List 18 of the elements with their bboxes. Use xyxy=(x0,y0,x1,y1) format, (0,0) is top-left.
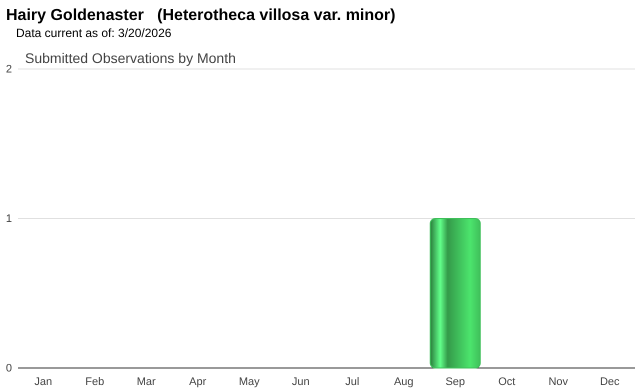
x-tick-label: Oct xyxy=(498,376,516,388)
chart-subtitle: Data current as of: 3/20/2026 xyxy=(16,26,172,40)
chart-title: Hairy Goldenaster (Heterotheca villosa var. minor) xyxy=(6,7,396,24)
x-tick-label: May xyxy=(238,376,260,388)
y-tick-label: 1 xyxy=(6,213,12,226)
x-tick-label: Jul xyxy=(345,376,360,388)
x-tick-label: Jan xyxy=(34,376,52,388)
x-tick-label: Feb xyxy=(85,376,104,388)
x-tick-label: Sep xyxy=(445,376,466,388)
x-tick-label: Jun xyxy=(292,376,310,388)
x-tick-label: Nov xyxy=(548,376,569,388)
text: Submitted Observations by Month xyxy=(25,50,236,66)
y-tick-label: 0 xyxy=(6,362,12,375)
x-tick-label: Apr xyxy=(189,376,207,388)
x-tick-label: Dec xyxy=(600,376,620,388)
y-tick-label: 2 xyxy=(6,64,12,76)
x-tick-label: Mar xyxy=(136,376,156,388)
x-tick-label: Aug xyxy=(394,376,414,388)
